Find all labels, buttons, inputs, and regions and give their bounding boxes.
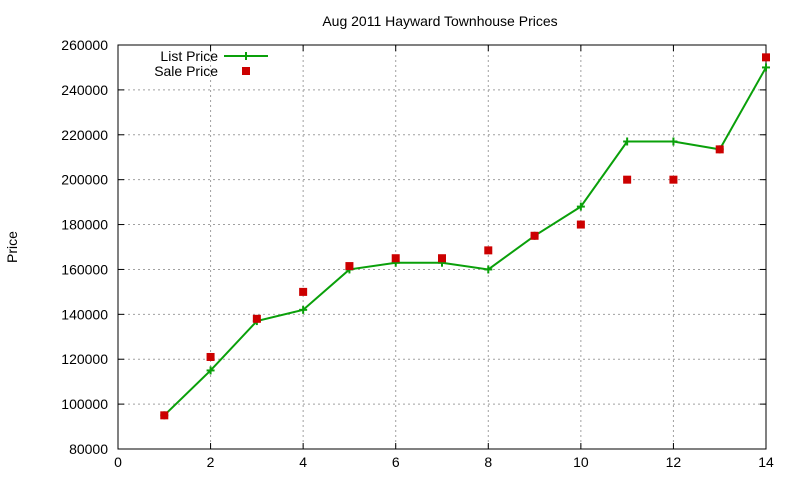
legend-sample-sale-price xyxy=(242,67,250,75)
x-tick-label-4: 4 xyxy=(299,454,307,470)
y-tick-label-120000: 120000 xyxy=(61,351,108,367)
series-layer xyxy=(160,53,770,420)
sale-price-point-10 xyxy=(576,220,585,229)
legend-sample-list-price xyxy=(224,52,268,60)
y-tick-label-80000: 80000 xyxy=(69,441,108,457)
y-axis-label: Price xyxy=(4,231,20,263)
x-tick-label-0: 0 xyxy=(114,454,122,470)
sale-price-point-14 xyxy=(762,53,770,62)
series-line-list-price xyxy=(163,66,767,417)
y-tick-label-200000: 200000 xyxy=(61,172,108,188)
sale-price-point-11 xyxy=(623,175,632,184)
legend-label-sale-price: Sale Price xyxy=(154,63,218,79)
x-tick-label-2: 2 xyxy=(207,454,215,470)
list-price-point-4 xyxy=(299,305,308,314)
list-price-point-8 xyxy=(484,265,493,274)
y-tick-label-240000: 240000 xyxy=(61,82,108,98)
x-tick-label-10: 10 xyxy=(573,454,589,470)
y-tick-label-180000: 180000 xyxy=(61,217,108,233)
sale-price-point-8 xyxy=(484,246,493,255)
x-tick-label-12: 12 xyxy=(666,454,682,470)
sale-price-point-1 xyxy=(160,411,169,420)
sale-price-point-5 xyxy=(345,262,354,271)
legend: List Price Sale Price xyxy=(154,48,268,79)
legend-label-list-price: List Price xyxy=(160,48,218,64)
x-tick-label-6: 6 xyxy=(392,454,400,470)
y-tick-label-260000: 260000 xyxy=(61,37,108,53)
sale-price-point-6 xyxy=(391,254,400,263)
y-tick-label-160000: 160000 xyxy=(61,261,108,277)
sale-price-point-9 xyxy=(530,231,539,240)
axis-ticks: 0 2 4 6 8 10 12 14 80000 100000 120000 140000 160000… xyxy=(61,37,774,470)
chart-title: Aug 2011 Hayward Townhouse Prices xyxy=(322,13,557,29)
list-price-point-2 xyxy=(206,366,215,375)
y-tick-label-100000: 100000 xyxy=(61,396,108,412)
y-tick-label-220000: 220000 xyxy=(61,127,108,143)
y-tick-label-140000: 140000 xyxy=(61,306,108,322)
sale-price-point-13 xyxy=(715,145,724,154)
list-price-point-10 xyxy=(576,202,585,211)
sale-price-point-3 xyxy=(252,314,261,323)
sale-price-point-4 xyxy=(299,287,308,296)
list-price-point-11 xyxy=(623,137,632,146)
sale-price-point-2 xyxy=(206,352,215,361)
grid-lines xyxy=(118,45,766,449)
list-price-point-14 xyxy=(762,63,770,72)
sale-price-point-12 xyxy=(669,175,678,184)
x-tick-label-14: 14 xyxy=(758,454,774,470)
sale-price-point-7 xyxy=(438,254,446,263)
plot-frame xyxy=(117,44,767,450)
list-price-point-12 xyxy=(669,137,678,146)
x-tick-label-8: 8 xyxy=(484,454,492,470)
